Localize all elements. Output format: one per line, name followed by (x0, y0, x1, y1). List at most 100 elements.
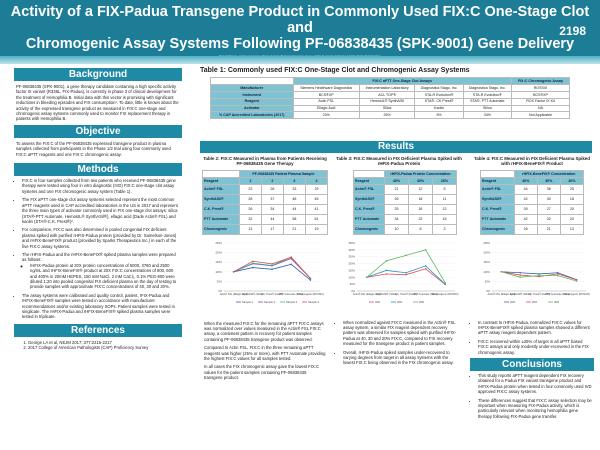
chart-patients: 0% 50% 100% 150% 200% 250% Actin® FSL (Ellagic… (215, 241, 324, 304)
y-tick-label: 350% (348, 241, 355, 245)
reagent-header: Reagent (353, 176, 385, 185)
table-cell: 39 (513, 203, 538, 215)
table-cell: 42 (513, 213, 538, 225)
data-point (519, 275, 521, 278)
y-tick-label: 250% (215, 241, 222, 245)
table-cell: 19 (304, 223, 329, 235)
x-tick-label: Actin® FSL (Ellagic Acid) (488, 293, 516, 296)
row-label: SynthASil® (353, 193, 385, 205)
reagent-header: Reagent (202, 176, 240, 185)
table-cell: 42 (513, 193, 538, 205)
row-label: Actin® FSL (202, 183, 240, 195)
table-cell: 3 (431, 223, 458, 235)
column-header: 30% (536, 176, 561, 185)
data-point (309, 278, 312, 281)
legend-label: 20% (554, 300, 560, 304)
row-label: SynthASil® (202, 193, 240, 205)
table3-title: Table 3: FIX:C Measured in FIX Deficient… (336, 156, 462, 167)
table-cell: 29 (304, 183, 329, 195)
table-cell: Diagnostica Stago, Inc. (414, 83, 464, 92)
results-heading: Results (200, 141, 592, 153)
data-point (519, 271, 521, 274)
table-cell: 5 (431, 183, 458, 195)
x-tick-label: Chromogenic (ROSSIX) (563, 293, 590, 296)
y-tick-label: 100% (483, 269, 490, 273)
table-cell: 44 (513, 183, 538, 195)
y-tick-label: 0% (486, 289, 490, 293)
table-cell: ROSSIX (510, 83, 571, 92)
results-bullet: In contrast to rHFIX-Padua, normalized F… (478, 320, 592, 336)
table-cell: 41 (304, 203, 329, 215)
row-label: Manufacturer (210, 83, 294, 92)
objective-heading: Objective (14, 124, 182, 138)
data-point (444, 282, 446, 285)
methods-bullet: The rHFIX-Padua and the rHFIX-BeneFIX® s… (22, 252, 180, 290)
row-label: SynthASil® (480, 193, 515, 205)
table-row: PTT Automate 42 32 20 (480, 213, 585, 225)
header-row: Reagent 40% 30% 20% (480, 176, 585, 185)
data-point (405, 254, 407, 256)
data-point (290, 256, 292, 258)
table-row: Actin® FSL 44 36 25 (480, 183, 585, 195)
y-tick-label: 200% (215, 250, 222, 254)
table-cell: 17 (260, 223, 284, 235)
table1-section: Table 1: Commonly used FIX:C One-Stage C… (200, 67, 592, 120)
data-point (519, 273, 521, 276)
row-label: C.K. Prest® (202, 203, 240, 215)
objective-text: To assess the FIX:C of the PF-06838435 e… (16, 140, 171, 157)
table-cell: HemosIL® SynthASil (358, 97, 416, 106)
table-cell: Silica (462, 104, 512, 113)
table-cell: 32 (536, 213, 561, 225)
data-point (385, 259, 388, 262)
reagent-header: Reagent (480, 176, 515, 185)
table-cell: 34% (462, 111, 512, 120)
y-tick-label: 100% (215, 269, 222, 273)
results-col-1: Table 2: FIX:C Measured in Plasma from P… (202, 156, 329, 384)
table-row: % CAP Accredited Laboratories (2017) 23% 2… (210, 111, 571, 120)
table1-grid: FIX:C aPTT One-Stage Clot Assays FIX:C Ch… (210, 77, 571, 120)
x-tick-label: SynthASil® (Silica) (376, 293, 397, 296)
row-label: Reagent (210, 97, 294, 106)
table-cell: 26 (238, 203, 262, 215)
table-cell: Silica (358, 104, 416, 113)
legend-label: 40% (510, 300, 516, 304)
x-tick-label: C.K. Prest® (Kaolin) (528, 293, 551, 296)
group-header: PF-06838435 Patient Plasma Sample (238, 169, 329, 178)
row-label: C.K. Prest® (480, 203, 515, 215)
y-tick-label: 50% (350, 282, 356, 286)
data-point (575, 279, 578, 282)
table-row: SynthASil® 42 30 18 (480, 193, 585, 205)
blank-cell (210, 77, 294, 85)
blank-cell (202, 169, 240, 178)
conclusion-bullet: These differences suggest that FIX:C ass… (478, 398, 592, 420)
table-row: C.K. Prest® 39 27 20 (480, 203, 585, 215)
table-cell: BCS®XP (292, 90, 360, 99)
row-label: PTT Automate (202, 213, 240, 225)
data-point (405, 273, 407, 276)
table1: FIX:C aPTT One-Stage Clot Assays FIX:C Ch… (210, 77, 571, 120)
legend-label: Sample 1 (242, 300, 254, 304)
methods-sub-bullet: rHFIX-Padua protein at 20X protein conce… (30, 263, 180, 290)
reference-item: 2017 College of American Pathologists (C… (28, 345, 180, 351)
results-bullet: FIX:C recovered within ±25% of target in… (478, 339, 592, 355)
legend-label: 30% (532, 300, 538, 304)
column-header: 30% (407, 176, 433, 185)
table-row: Reagent Actin FSL HemosIL® SynthASil STA®- … (210, 97, 571, 106)
results-text: When the measured FIX:C for the remainin… (204, 320, 324, 342)
y-tick-label: 50% (217, 279, 223, 283)
table-cell: 26 (383, 193, 409, 205)
data-point (271, 262, 273, 265)
table-cell: 26 (513, 223, 538, 235)
table-cell: 22 (407, 213, 433, 225)
background-heading: Background (14, 68, 182, 81)
table-cell: 37 (260, 193, 284, 205)
table-cell: 16 (407, 203, 433, 215)
series-line (366, 267, 446, 285)
y-tick-label: 300% (348, 247, 355, 251)
data-point (252, 260, 254, 262)
row-label: C.K. Prest® (353, 203, 385, 215)
table-cell: 20 (559, 203, 585, 215)
group-header: rHFIX-BeneFIX® Concentration (513, 169, 585, 178)
header-row: Reagent 1 2 3 4 (202, 176, 329, 185)
data-point (232, 270, 235, 273)
